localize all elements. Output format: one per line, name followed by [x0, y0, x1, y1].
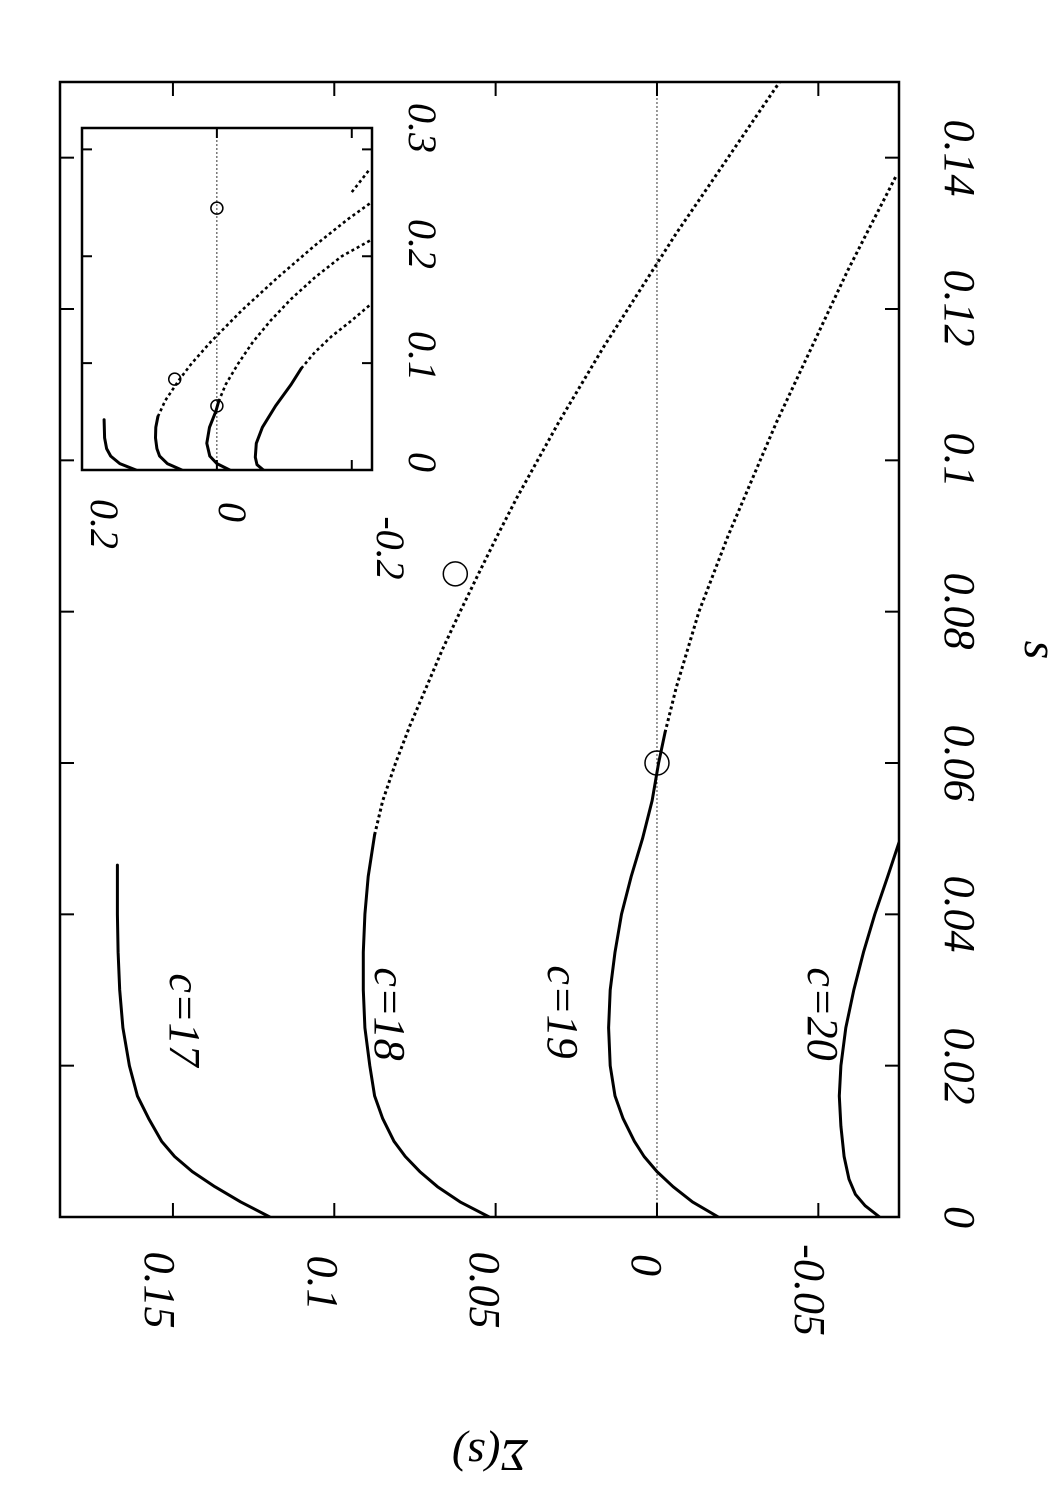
x-tick-label: 0.04 [935, 876, 984, 953]
x-tick-label: 0 [935, 1206, 984, 1228]
curve-label-c20: c=20 [798, 967, 847, 1060]
inset-x-tick-labels: 0 0.1 0.2 0.3 [400, 103, 445, 472]
x-tick-label: 0.1 [935, 433, 984, 488]
y-tick-label: -0.05 [785, 1244, 834, 1336]
main-series-c18-solid [361, 833, 491, 1217]
inset-series-c17-dotted [350, 169, 370, 193]
main-curves [115, 82, 899, 1217]
main-series-c18-dotted [373, 82, 781, 836]
inset-y-tick-labels: -0.2 0 0.2 [82, 499, 413, 580]
inset-marker [210, 201, 224, 215]
inset-marker [210, 399, 224, 413]
curve-label-c17: c=17 [160, 973, 209, 1068]
inset-plot-layer [81, 128, 372, 471]
curve-label-c18: c=18 [365, 967, 414, 1060]
inset-y-tick-label: 0.2 [82, 499, 127, 549]
inset-x-tick-label: 0 [400, 452, 445, 472]
inset-frame [80, 126, 374, 472]
x-axis-label: s [1014, 641, 1050, 660]
y-tick-label: 0.15 [135, 1252, 184, 1329]
inset-y-tick-label: -0.2 [368, 516, 413, 579]
curve-label-c19: c=19 [538, 965, 587, 1058]
x-tick-label: 0.12 [935, 270, 984, 347]
x-tick-labels: 0 0.02 0.04 0.06 0.08 0.1 0.12 0.14 [935, 120, 984, 1229]
inset-x-tick-label: 0.2 [400, 219, 445, 269]
inset-series-c18-dotted [156, 201, 372, 418]
y-tick-label: 0 [622, 1254, 671, 1276]
main-plot-layer [60, 82, 899, 1218]
curve-labels: c=17 c=18 c=19 c=20 [160, 965, 847, 1068]
inset-series-c20-dotted [300, 303, 372, 370]
main-series-c17-solid [115, 863, 272, 1217]
y-axis-label: Σ(s) [452, 1430, 529, 1481]
y-tick-label: 0.1 [298, 1256, 347, 1311]
main-series-c19-solid [607, 731, 720, 1217]
inset-series-c17-solid [102, 418, 138, 470]
x-tick-label: 0.08 [935, 573, 984, 650]
x-tick-label: 0.06 [935, 725, 984, 802]
inset-series-c19-dotted [217, 239, 372, 403]
inset-y-tick-label: 0 [210, 502, 255, 522]
x-tick-label: 0.02 [935, 1028, 984, 1105]
inset-marker [167, 372, 182, 386]
main-series-c19-dotted [663, 175, 898, 734]
inset-x-tick-label: 0.3 [400, 103, 445, 153]
inset-x-tick-label: 0.1 [400, 331, 445, 381]
main-marker [644, 750, 670, 776]
inset-series-c20-solid [253, 367, 303, 470]
main-series-c20-solid [837, 841, 899, 1217]
y-tick-labels: -0.05 0 0.05 0.1 0.15 [135, 1244, 834, 1336]
main-marker [442, 561, 469, 587]
plot-frame [58, 80, 901, 1219]
inset-series-c18-solid [154, 415, 184, 470]
x-tick-label: 0.14 [935, 120, 984, 197]
y-tick-label: 0.05 [460, 1252, 509, 1329]
